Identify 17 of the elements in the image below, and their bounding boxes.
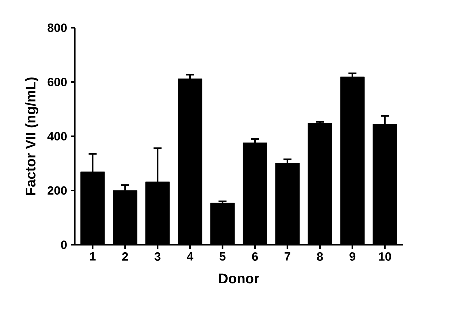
x-tick-label: 1 xyxy=(90,252,96,261)
x-tick-label: 4 xyxy=(187,252,194,261)
y-tick-label: 400 xyxy=(48,132,67,141)
x-tick-label: 2 xyxy=(122,252,128,261)
y-tick-label: 600 xyxy=(48,78,67,86)
x-tick-label: 10 xyxy=(379,252,392,262)
y-tick-label: 200 xyxy=(48,186,67,195)
x-tick-label: 5 xyxy=(220,252,226,261)
y-tick-label: 0 xyxy=(61,240,67,250)
x-tick-label: 3 xyxy=(154,252,161,262)
y-tick-label: 800 xyxy=(48,24,67,32)
x-tick-label: 9 xyxy=(350,252,356,262)
x-axis-title: Donor xyxy=(219,274,260,284)
x-tick-label: 8 xyxy=(317,252,324,262)
x-tick-label: 7 xyxy=(284,252,291,261)
x-tick-label: 6 xyxy=(252,252,258,262)
y-axis-title: Factor VII (ng/mL) xyxy=(25,78,39,196)
